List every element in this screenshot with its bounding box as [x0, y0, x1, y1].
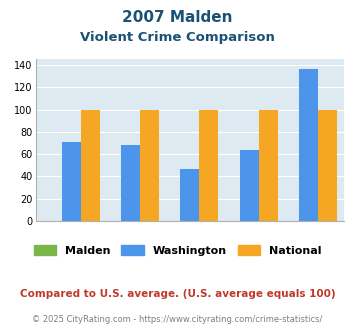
Bar: [140, 110, 159, 221]
Bar: [200, 110, 218, 221]
Bar: [318, 110, 337, 221]
Bar: [121, 145, 140, 221]
Text: 2007 Malden: 2007 Malden: [122, 10, 233, 25]
Bar: [259, 110, 278, 221]
Bar: [81, 110, 100, 221]
Legend: Malden, Washington, National: Malden, Washington, National: [29, 241, 326, 260]
Text: © 2025 CityRating.com - https://www.cityrating.com/crime-statistics/: © 2025 CityRating.com - https://www.city…: [32, 315, 323, 324]
Bar: [180, 169, 200, 221]
Bar: [299, 69, 318, 221]
Text: Violent Crime Comparison: Violent Crime Comparison: [80, 31, 275, 44]
Text: Compared to U.S. average. (U.S. average equals 100): Compared to U.S. average. (U.S. average …: [20, 289, 335, 299]
Bar: [240, 150, 259, 221]
Bar: [62, 142, 81, 221]
